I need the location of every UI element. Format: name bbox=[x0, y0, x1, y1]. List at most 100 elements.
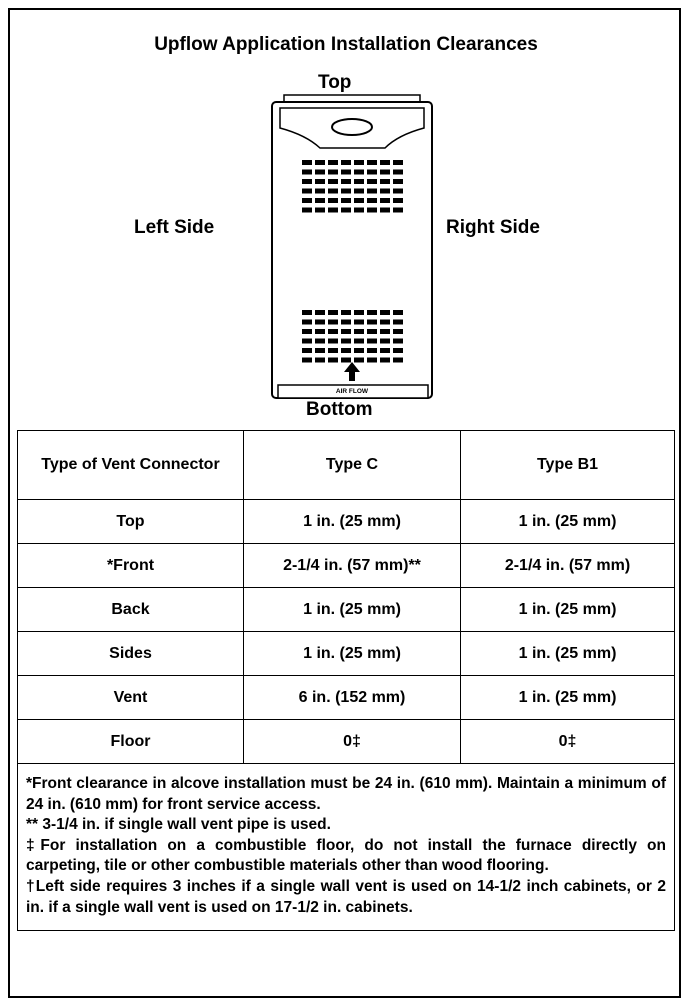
table-cell: Top bbox=[18, 500, 244, 544]
table-cell: Type C bbox=[244, 431, 461, 500]
grille-slot bbox=[354, 329, 364, 334]
grille-slot bbox=[341, 170, 351, 175]
grille-slot bbox=[315, 358, 325, 363]
grille-slot bbox=[354, 358, 364, 363]
grille-slot bbox=[341, 329, 351, 334]
table-cell: Sides bbox=[18, 632, 244, 676]
table-cell: 0‡ bbox=[461, 720, 675, 764]
grille-slot bbox=[367, 179, 377, 184]
grille-slot bbox=[380, 160, 390, 165]
grille-slot bbox=[367, 329, 377, 334]
grille-slot bbox=[393, 358, 403, 363]
grille-slot bbox=[341, 160, 351, 165]
grille-slot bbox=[341, 179, 351, 184]
grille-slot bbox=[315, 160, 325, 165]
grille-slot bbox=[393, 170, 403, 175]
grille-slot bbox=[367, 339, 377, 344]
grille-slot bbox=[354, 339, 364, 344]
table-cell: 1 in. (25 mm) bbox=[244, 588, 461, 632]
grille-slot bbox=[380, 348, 390, 353]
grille-slot bbox=[341, 320, 351, 325]
grille-slot bbox=[354, 160, 364, 165]
grille-slot bbox=[302, 310, 312, 315]
grille-slot bbox=[393, 160, 403, 165]
grille-slot bbox=[354, 320, 364, 325]
grille-slot bbox=[302, 189, 312, 194]
grille-slot bbox=[302, 179, 312, 184]
grille-slot bbox=[328, 329, 338, 334]
grille-slot bbox=[315, 189, 325, 194]
grille-slot bbox=[328, 320, 338, 325]
grille-slot bbox=[354, 208, 364, 213]
grille-slot bbox=[328, 358, 338, 363]
table-cell: 1 in. (25 mm) bbox=[461, 676, 675, 720]
table-cell: 2-1/4 in. (57 mm) bbox=[461, 544, 675, 588]
grille-slot bbox=[380, 320, 390, 325]
grille-slot bbox=[315, 179, 325, 184]
grille-slot bbox=[393, 189, 403, 194]
grille-slot bbox=[302, 198, 312, 203]
note: *Front clearance in alcove installation … bbox=[26, 774, 666, 815]
grille-slot bbox=[315, 208, 325, 213]
grille-slot bbox=[367, 170, 377, 175]
grille-slot bbox=[393, 310, 403, 315]
grille-slot bbox=[315, 339, 325, 344]
table-row: Type of Vent ConnectorType CType B1 bbox=[18, 431, 675, 500]
grille-slot bbox=[367, 320, 377, 325]
grille-slot bbox=[328, 208, 338, 213]
grille-slot bbox=[354, 189, 364, 194]
grille-slot bbox=[302, 339, 312, 344]
table-cell: 2-1/4 in. (57 mm)** bbox=[244, 544, 461, 588]
grille-slot bbox=[367, 358, 377, 363]
grille-slot bbox=[341, 189, 351, 194]
grille-slot bbox=[367, 198, 377, 203]
grille-slot bbox=[367, 348, 377, 353]
grille-slot bbox=[393, 339, 403, 344]
grille-slot bbox=[367, 189, 377, 194]
grille-slot bbox=[328, 160, 338, 165]
grille-slot bbox=[302, 170, 312, 175]
grille-slot bbox=[341, 310, 351, 315]
grille-slot bbox=[393, 348, 403, 353]
notes: *Front clearance in alcove installation … bbox=[18, 764, 675, 931]
table-cell: Type B1 bbox=[461, 431, 675, 500]
grille-slot bbox=[354, 198, 364, 203]
table-cell: *Front bbox=[18, 544, 244, 588]
grille-slot bbox=[341, 339, 351, 344]
grille-slot bbox=[380, 329, 390, 334]
grille-slot bbox=[315, 320, 325, 325]
note: ‡For installation on a combustible floor… bbox=[26, 836, 666, 877]
grille-slot bbox=[341, 208, 351, 213]
grille-slot bbox=[315, 198, 325, 203]
grille-slot bbox=[380, 189, 390, 194]
table-cell: 1 in. (25 mm) bbox=[461, 588, 675, 632]
table-cell: Vent bbox=[18, 676, 244, 720]
grille-slot bbox=[328, 198, 338, 203]
grille-slot bbox=[315, 310, 325, 315]
table-row: Sides1 in. (25 mm)1 in. (25 mm) bbox=[18, 632, 675, 676]
airflow-label: AIR FLOW bbox=[336, 388, 369, 395]
grille-slot bbox=[393, 179, 403, 184]
table-cell: 1 in. (25 mm) bbox=[461, 632, 675, 676]
grille-slot bbox=[302, 208, 312, 213]
grille-slot bbox=[354, 179, 364, 184]
notes-row: *Front clearance in alcove installation … bbox=[18, 764, 675, 931]
grille-slot bbox=[315, 329, 325, 334]
grille-slot bbox=[302, 320, 312, 325]
grille-slot bbox=[367, 208, 377, 213]
grille-slot bbox=[328, 348, 338, 353]
table-cell: 1 in. (25 mm) bbox=[461, 500, 675, 544]
grille-slot bbox=[393, 208, 403, 213]
page: Upflow Application Installation Clearanc… bbox=[0, 0, 692, 989]
grille-slot bbox=[380, 179, 390, 184]
grille-slot bbox=[328, 339, 338, 344]
grille-slot bbox=[328, 189, 338, 194]
grille-slot bbox=[341, 348, 351, 353]
note: †Left side requires 3 inches if a single… bbox=[26, 877, 666, 918]
grille-slot bbox=[380, 358, 390, 363]
grille-slot bbox=[328, 310, 338, 315]
